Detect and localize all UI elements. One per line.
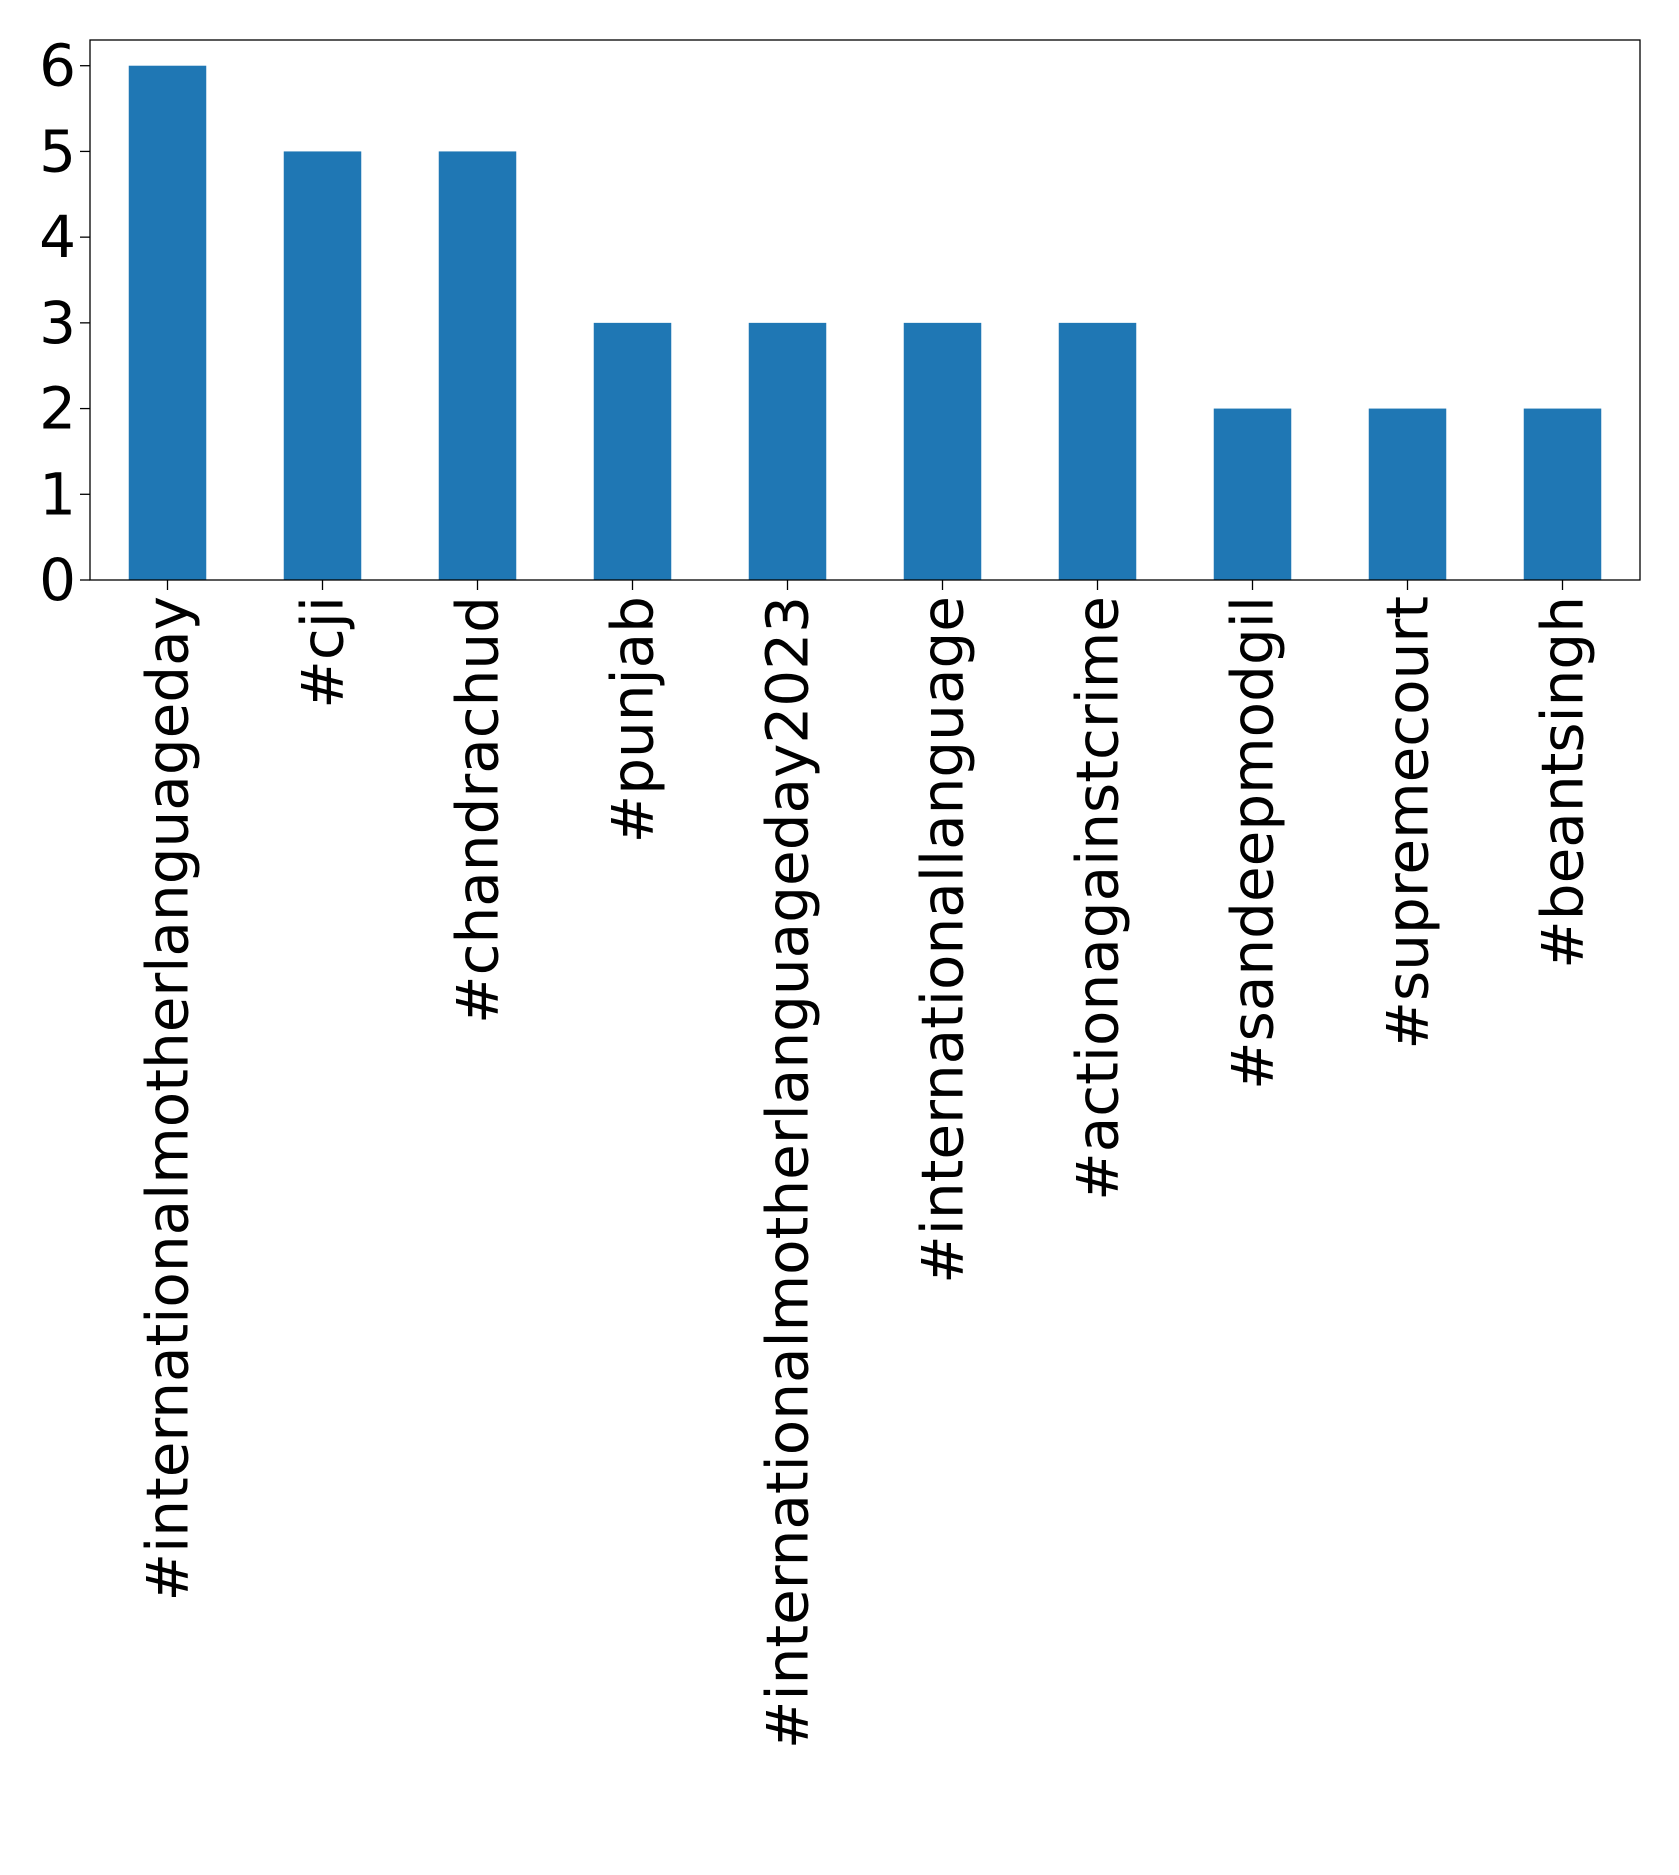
x-tick-label: #sandeepmodgil (1219, 596, 1287, 1090)
y-tick-label: 6 (39, 32, 76, 100)
x-tick-label: #cji (289, 596, 357, 709)
bar (438, 151, 517, 580)
x-tick-label: #actionagainstcrime (1064, 596, 1132, 1201)
bar (283, 151, 362, 580)
x-tick-label: #chandrachud (444, 596, 512, 1024)
y-axis: 0 1 2 3 4 5 6 (39, 32, 90, 614)
y-tick-label: 5 (39, 117, 76, 185)
x-tick-label: #internationallanguage (909, 596, 977, 1284)
x-tick-label: #internationalmotherlanguageday (134, 596, 202, 1602)
bar (128, 65, 207, 580)
x-tick-label: #supremecourt (1374, 596, 1442, 1050)
x-tick-label: #internationalmotherlanguageday2023 (754, 596, 822, 1749)
y-tick-label: 3 (39, 289, 76, 357)
bar (1368, 408, 1447, 580)
y-tick-label: 1 (39, 460, 76, 528)
bar (593, 322, 672, 580)
y-tick-label: 4 (39, 203, 76, 271)
bars-layer (128, 65, 1602, 580)
y-tick-label: 0 (39, 546, 76, 614)
x-tick-label: #beantsingh (1529, 596, 1597, 969)
bar (1213, 408, 1292, 580)
x-tick-label: #punjab (599, 596, 667, 843)
bar (748, 322, 827, 580)
bar (903, 322, 982, 580)
x-axis: #internationalmotherlanguageday #cji #chan… (134, 580, 1597, 1749)
y-tick-label: 2 (39, 375, 76, 443)
plot-frame (89, 39, 1641, 581)
bar (1523, 408, 1602, 580)
bar (1058, 322, 1137, 580)
